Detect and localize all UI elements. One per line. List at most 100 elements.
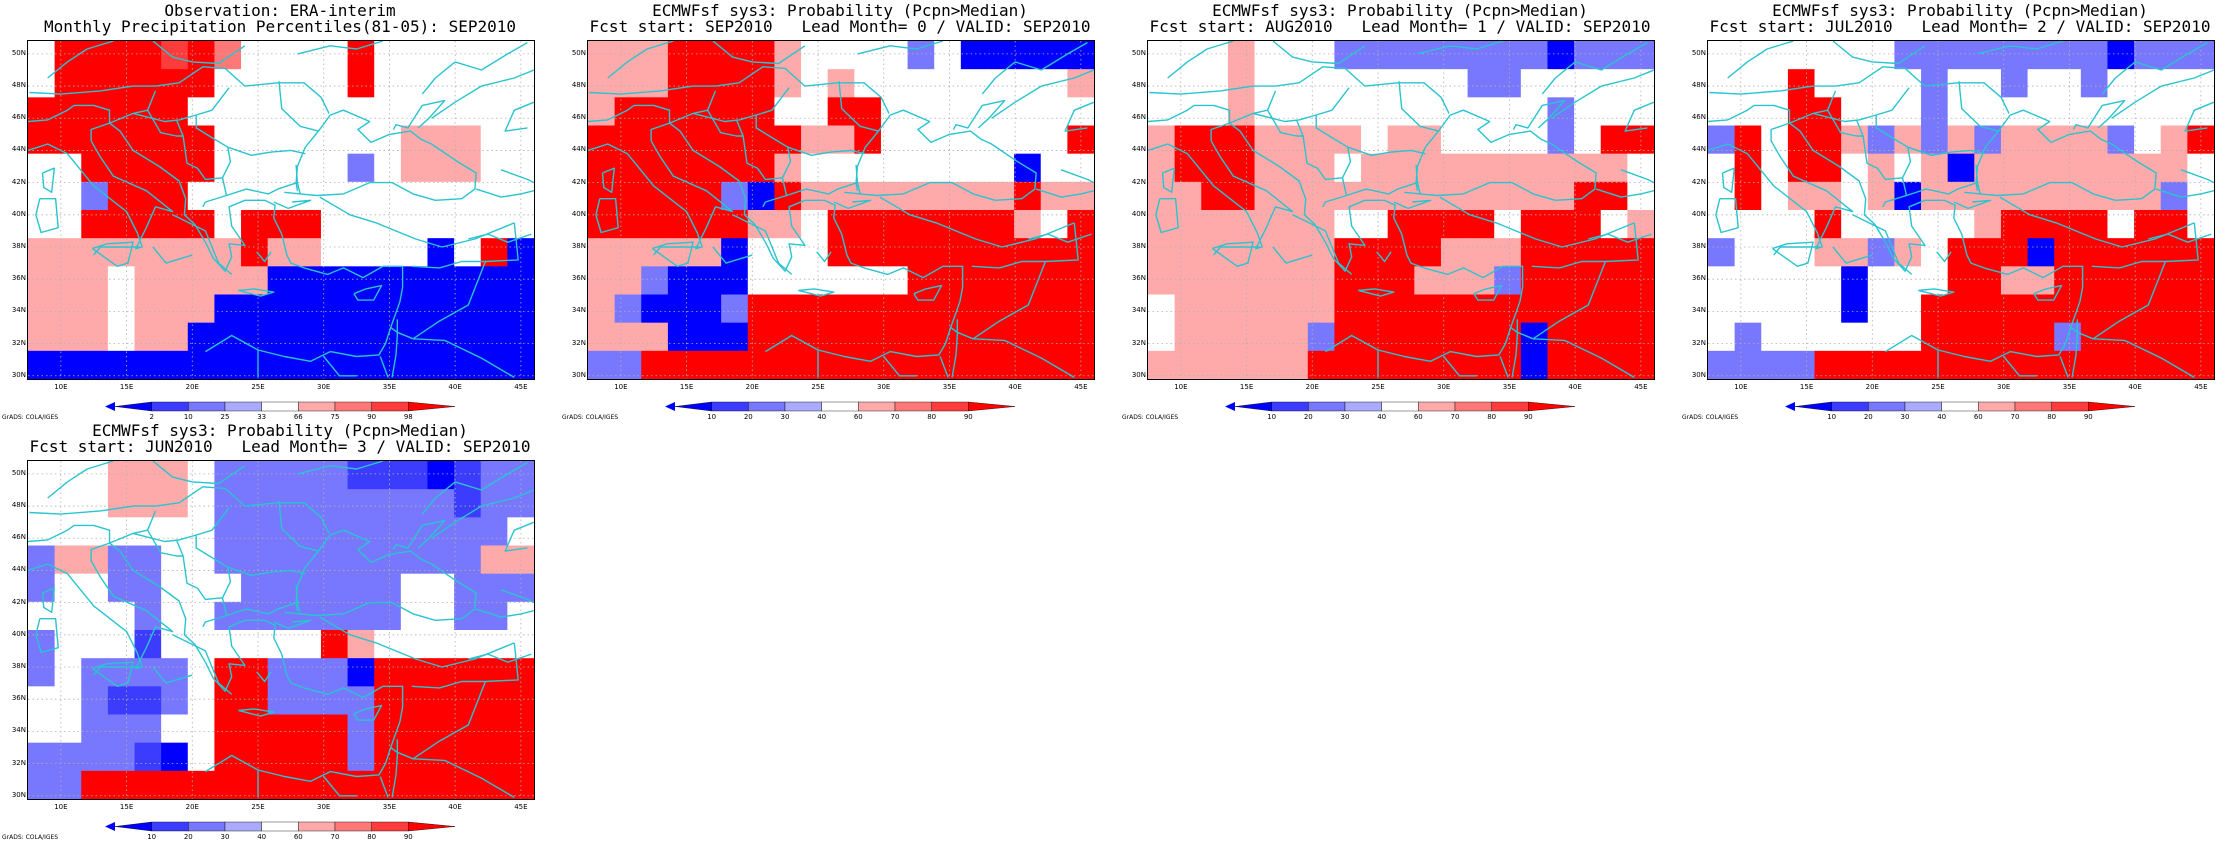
grid-cell (2134, 41, 2162, 70)
grid-cell (641, 294, 669, 324)
grid-cell (1787, 294, 1816, 324)
grid-cell (347, 658, 375, 687)
grid-cell (81, 517, 109, 547)
grid-cell (267, 266, 295, 296)
grid-cell (320, 545, 349, 575)
latitude-label: 36N (1131, 274, 1146, 283)
grid-cell (2080, 97, 2109, 127)
grid-cell (960, 97, 989, 127)
colorbar (105, 401, 455, 412)
coastline (2093, 338, 2195, 379)
colorbar (105, 821, 455, 832)
coastline (855, 164, 861, 195)
colorbar-swatch (224, 821, 262, 832)
grid-cell (1467, 210, 1495, 239)
grid-cell (667, 181, 696, 211)
coastline (454, 461, 528, 491)
grid-cell (1414, 153, 1442, 183)
coastline (1999, 196, 2195, 248)
grid-cell (161, 350, 189, 379)
coastline (1595, 188, 1654, 198)
coastline (1229, 90, 1277, 124)
panel-subtitle: Monthly Precipitation Percentiles(81-05)… (43, 17, 516, 36)
grid-cell (374, 461, 402, 490)
grid-cell (1867, 153, 1896, 183)
grid-cell (694, 41, 722, 70)
grid-cell (854, 97, 882, 127)
grid-cell (400, 350, 429, 379)
coastline (1325, 334, 1379, 353)
coastline (1315, 115, 1349, 148)
grid-cell (187, 461, 216, 490)
colorbar-label: 20 (183, 833, 193, 841)
coastline (205, 334, 259, 353)
grid-cell (801, 125, 829, 155)
coastline (226, 181, 298, 197)
grid-cell (107, 461, 136, 490)
coastline (323, 776, 357, 797)
grid-cell (1361, 322, 1389, 352)
grid-cell (2187, 181, 2214, 211)
precipitation-map (27, 40, 535, 380)
grid-cell (81, 770, 109, 799)
grid-cell (2080, 238, 2109, 267)
coastline (47, 461, 114, 499)
grid-cell (1894, 350, 1922, 379)
grid-cell (747, 125, 776, 155)
grid-cell (1708, 153, 1736, 183)
grid-cell (854, 294, 882, 324)
colorbar-label: 90 (963, 413, 973, 421)
grid-cell (320, 770, 349, 799)
grid-cell (347, 630, 375, 659)
map-panel: ECMWFsf sys3: Probability (Pcpn>Median) F… (0, 420, 560, 841)
latitude-label: 50N (1131, 48, 1146, 57)
grid-cell (1627, 181, 1654, 211)
grid-cell (1040, 294, 1068, 324)
grid-cell (1921, 41, 1949, 70)
grid-cell (1814, 69, 1842, 98)
latitude-label: 32N (1691, 338, 1706, 347)
coastline (91, 661, 134, 688)
coastline (175, 119, 228, 208)
grid-cell (2000, 210, 2029, 239)
grid-cell (1174, 181, 1202, 211)
colorbar-swatch (2088, 401, 2135, 412)
grid-cell (1148, 266, 1176, 296)
grid-cell (1467, 322, 1495, 352)
grid-cell (880, 322, 909, 352)
colorbar-label: 60 (1973, 413, 1983, 421)
map-panel: ECMWFsf sys3: Probability (Pcpn>Median) F… (1120, 0, 1680, 421)
grid-cell (960, 41, 989, 70)
grid-cell (2000, 322, 2029, 352)
panel-title: ECMWFsf sys3: Probability (Pcpn>Median) (1212, 1, 1588, 20)
coastline (353, 704, 383, 721)
grid-cell (880, 350, 909, 379)
grid-cell (960, 266, 989, 296)
grid-cell (1440, 350, 1469, 379)
grid-cell (400, 266, 429, 296)
grid-cell (1787, 125, 1816, 155)
grid-cell (987, 210, 1015, 239)
latitude-label: 46N (1131, 113, 1146, 122)
grid-cell (1148, 125, 1176, 155)
grid-cell (427, 181, 455, 211)
latitude-label: 44N (11, 145, 26, 154)
grid-cell (374, 489, 402, 518)
colorbar-swatch (371, 821, 409, 832)
coastline (1510, 261, 1607, 340)
colorbar-swatch (151, 821, 189, 832)
grid-cell (374, 181, 402, 211)
grid-cell (54, 97, 82, 127)
grid-cell (1440, 294, 1469, 324)
longitude-label: 45E (1634, 383, 1648, 391)
colorbar-swatch (298, 821, 336, 832)
latitude-label: 30N (1131, 370, 1146, 379)
grid-cell (987, 266, 1015, 296)
grid-cell (320, 350, 349, 379)
latitude-label: 48N (1691, 81, 1706, 90)
grid-cell (1921, 153, 1949, 183)
coastline (1417, 41, 1504, 55)
grid-cell (400, 153, 429, 183)
grid-cell (507, 181, 534, 211)
coastline (2184, 101, 2214, 132)
